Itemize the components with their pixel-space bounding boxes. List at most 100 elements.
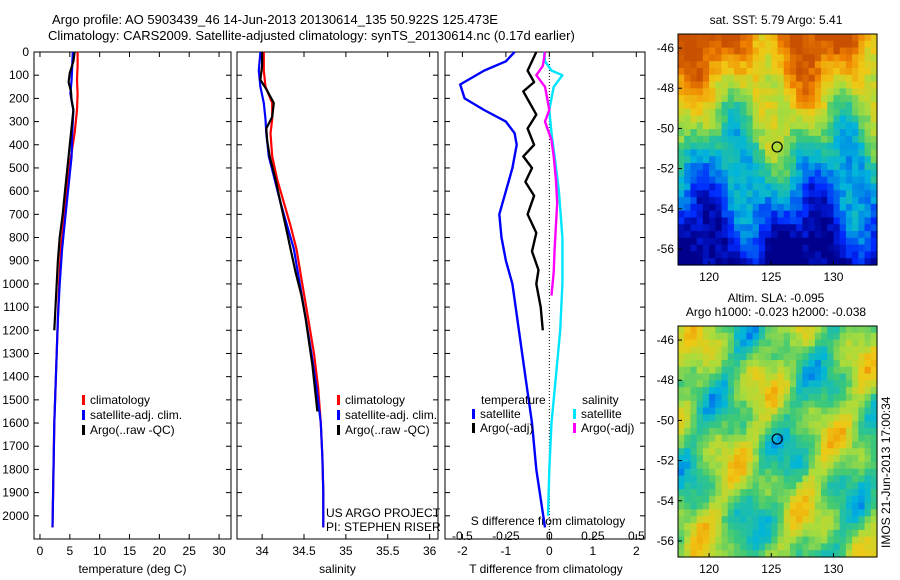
map-cell xyxy=(821,169,828,178)
map-cell xyxy=(740,495,748,504)
map-cell xyxy=(821,495,828,504)
map-cell xyxy=(796,88,803,96)
map-cell xyxy=(870,231,878,239)
map-cell xyxy=(758,523,766,531)
map-cell xyxy=(715,95,723,103)
x-tick-label: 34 xyxy=(255,544,269,558)
map-cell xyxy=(727,393,735,402)
map-cell xyxy=(758,197,766,205)
map-cell xyxy=(765,163,772,171)
map-cell xyxy=(870,448,878,456)
map-cell xyxy=(870,509,878,517)
map-cell xyxy=(690,509,698,517)
map-cell xyxy=(740,115,748,123)
map-cell xyxy=(789,190,797,198)
map-cell xyxy=(808,509,816,517)
map-cell xyxy=(715,346,723,354)
map-cell xyxy=(690,359,698,368)
map-cell xyxy=(702,387,710,395)
map-cell xyxy=(690,380,698,388)
map-cell xyxy=(771,217,779,225)
map-cell xyxy=(796,47,803,55)
map-cell xyxy=(715,231,723,239)
map-cell xyxy=(821,427,828,436)
map-cell xyxy=(814,332,822,341)
map-cell xyxy=(864,88,872,96)
map-cell xyxy=(727,183,735,191)
map-cell xyxy=(715,61,723,69)
map-cell xyxy=(678,434,685,443)
map-cell xyxy=(740,231,748,239)
map-cell xyxy=(814,95,822,103)
map-cell xyxy=(821,231,828,239)
map-cell xyxy=(858,482,866,490)
x-tick-label: 125 xyxy=(761,562,781,576)
map-cell xyxy=(690,468,698,477)
map-cell xyxy=(715,203,723,212)
map-cell xyxy=(833,129,841,137)
map-cell xyxy=(814,482,822,490)
map-cell xyxy=(690,169,698,178)
map-cell xyxy=(814,414,822,422)
map-cell xyxy=(833,183,841,191)
map-cell xyxy=(833,523,841,531)
map-cell xyxy=(752,224,760,232)
map-cell xyxy=(827,251,835,259)
map-cell xyxy=(740,489,748,497)
map-cell xyxy=(814,129,822,137)
map-cell xyxy=(789,373,797,381)
map-cell xyxy=(858,468,866,477)
map-cell xyxy=(777,34,785,42)
map-cell xyxy=(715,190,723,198)
map-cell xyxy=(783,455,791,463)
map-cell xyxy=(733,332,741,341)
map-cell xyxy=(827,475,835,483)
map-cell xyxy=(684,441,692,449)
map-cell xyxy=(765,509,772,517)
map-cell xyxy=(709,461,716,470)
map-cell xyxy=(709,489,716,497)
map-cell xyxy=(752,122,760,130)
map-cell xyxy=(690,461,698,470)
map-cell xyxy=(746,149,754,157)
map-cell xyxy=(758,224,766,232)
map-cell xyxy=(789,115,797,123)
map-cell xyxy=(802,407,810,415)
map-cell xyxy=(678,529,685,538)
map-cell xyxy=(684,142,692,151)
map-cell xyxy=(789,251,797,259)
legend-label: satellite-adj. clim. xyxy=(345,408,437,422)
map-cell xyxy=(746,190,754,198)
map-cell xyxy=(752,54,760,62)
map-cell xyxy=(808,536,816,545)
map-cell xyxy=(758,67,766,76)
map-cell xyxy=(783,61,791,69)
map-cell xyxy=(715,339,723,347)
map-cell xyxy=(783,326,791,334)
map-cell xyxy=(802,421,810,429)
map-cell xyxy=(758,468,766,477)
map-cell xyxy=(802,40,810,49)
map-cell xyxy=(752,61,760,69)
map-cell xyxy=(827,101,835,110)
map-cell xyxy=(678,421,685,429)
map-cell xyxy=(796,455,803,463)
map-cell xyxy=(752,108,760,117)
map-cell xyxy=(678,81,685,89)
map-cell xyxy=(727,427,735,436)
map-cell xyxy=(802,142,810,151)
map-cell xyxy=(740,67,748,76)
map-cell xyxy=(852,550,859,558)
map-cell xyxy=(839,495,847,504)
map-cell xyxy=(702,441,710,449)
map-cell xyxy=(696,163,704,171)
map-cell xyxy=(783,197,791,205)
map-cell xyxy=(696,414,704,422)
map-cell xyxy=(721,509,729,517)
map-cell xyxy=(845,434,853,443)
map-cell xyxy=(858,509,866,517)
map-cell xyxy=(808,489,816,497)
map-cell xyxy=(833,502,841,511)
map-cell xyxy=(808,251,816,259)
map-cell xyxy=(783,163,791,171)
